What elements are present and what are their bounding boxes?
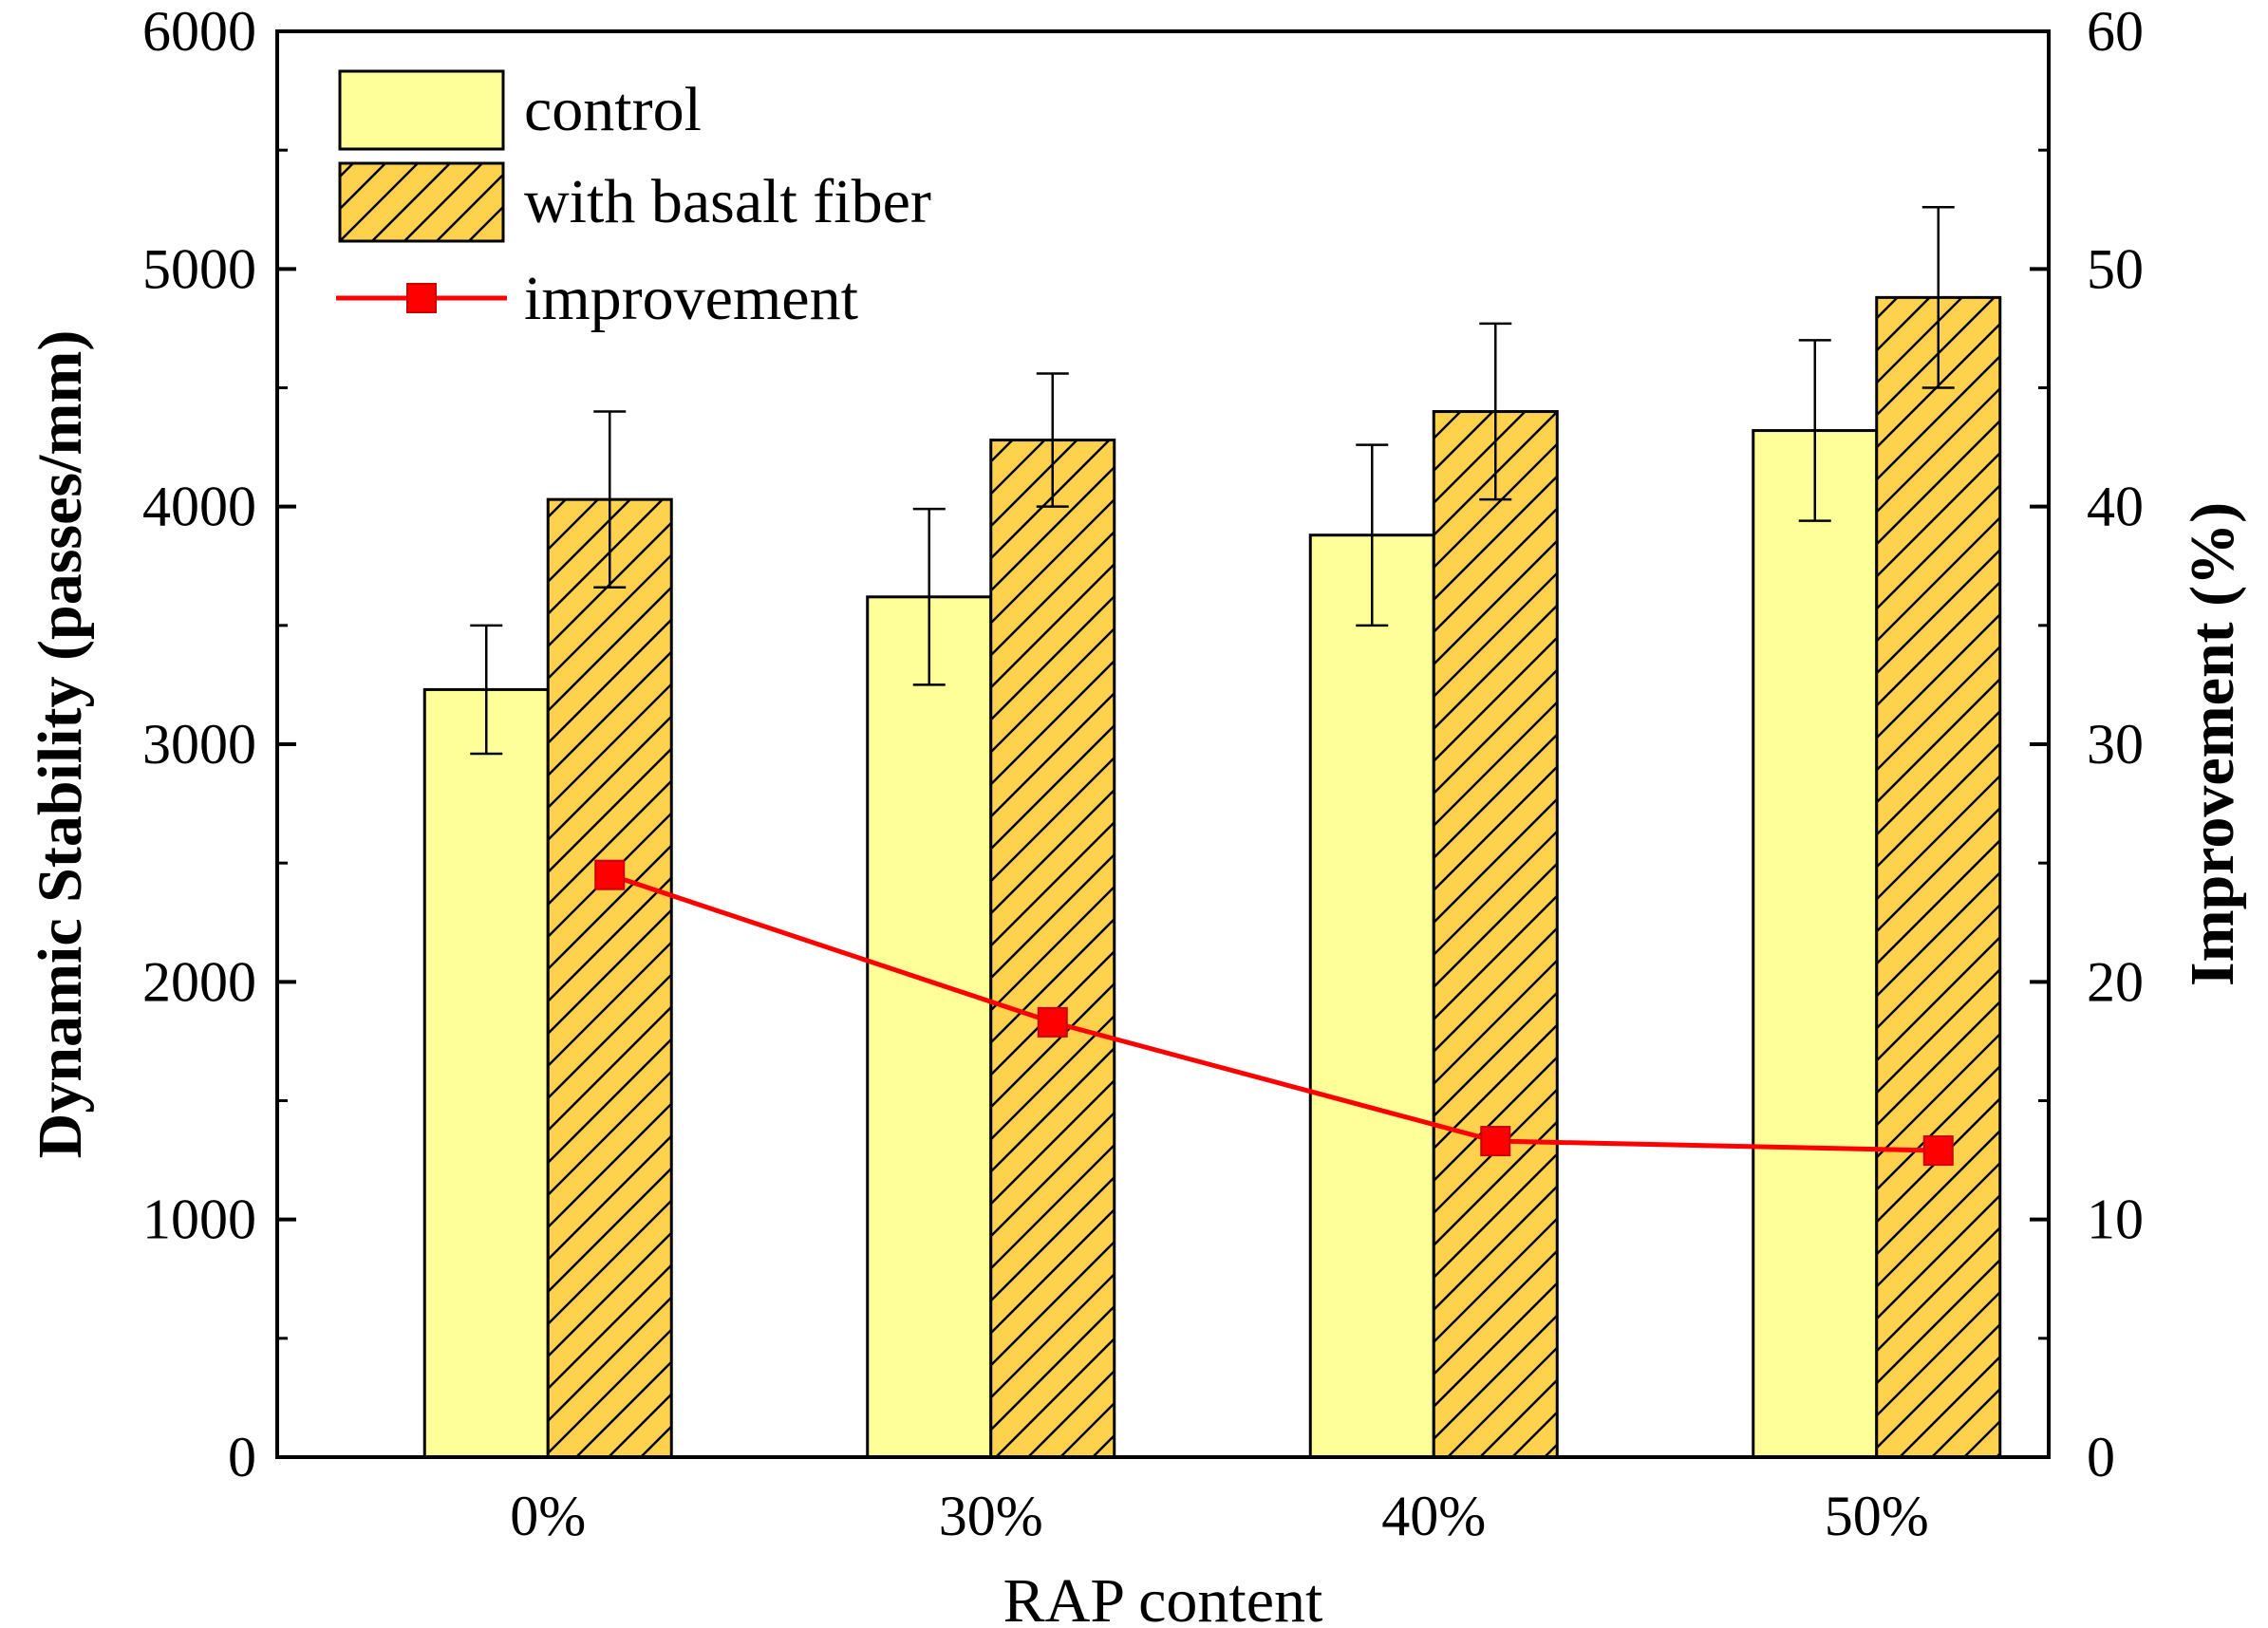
y-tick-label-right: 10: [2087, 1188, 2144, 1251]
bar-control-3: [1752, 429, 1879, 1459]
bar-with-basalt-fiber-0: [546, 497, 673, 1459]
bar-with-basalt-fiber-1: [989, 439, 1116, 1459]
legend-label: control: [524, 75, 702, 144]
legend: control with basalt fiber improvement: [336, 69, 931, 333]
bar-with-basalt-fiber-2: [1432, 410, 1559, 1459]
y-tick-label-right: 40: [2087, 476, 2144, 538]
x-axis-title: RAP content: [1003, 1566, 1323, 1628]
error-bars-layer: [470, 205, 1955, 756]
y-tick-label-left: 6000: [142, 0, 256, 63]
bar-control-2: [1308, 533, 1435, 1459]
legend-label: improvement: [524, 264, 858, 333]
y-tick-label-right: 20: [2087, 950, 2144, 1013]
legend-swatch-1: [338, 161, 505, 243]
y-tick-label-left: 5000: [142, 237, 256, 300]
improvement-line: [609, 872, 1939, 1153]
y-tick-label-right: 30: [2087, 713, 2144, 776]
y-tick-label-left: 0: [228, 1426, 256, 1488]
bar-control-0: [422, 687, 550, 1459]
y-tick-label-right: 60: [2087, 0, 2144, 63]
y-tick-label-left: 1000: [142, 1188, 256, 1251]
improvement-marker-2: [1480, 1126, 1511, 1157]
x-tick-label: 30%: [939, 1485, 1043, 1547]
x-tick-label: 0%: [510, 1485, 586, 1547]
y-axis-title-left: Dynamic Stability (passes/mm): [26, 330, 95, 1159]
bars-layer: [422, 295, 2002, 1459]
y-tick-label-left: 4000: [142, 476, 256, 538]
legend-marker-2: [406, 283, 437, 313]
improvement-line-layer: [594, 859, 1954, 1167]
axes-layer: 0 1000 2000 3000 4000 5000 6000 0 10 20 30 40 50 60 0%…: [26, 0, 2247, 1628]
improvement-marker-1: [1037, 1006, 1068, 1038]
x-tick-label: 40%: [1381, 1485, 1486, 1547]
improvement-marker-3: [1922, 1135, 1954, 1167]
legend-label: with basalt fiber: [524, 167, 931, 236]
y-tick-label-left: 3000: [142, 713, 256, 776]
improvement-marker-0: [594, 859, 626, 890]
x-tick-label: 50%: [1825, 1485, 1929, 1547]
y-tick-label-left: 2000: [142, 950, 256, 1013]
y-tick-label-right: 0: [2087, 1426, 2115, 1488]
bar-control-1: [866, 595, 993, 1459]
y-axis-title-right: Improvement (%): [2178, 502, 2247, 986]
bar-with-basalt-fiber-3: [1875, 295, 2002, 1459]
y-tick-label-right: 50: [2087, 237, 2144, 300]
legend-swatch-0: [338, 69, 505, 151]
